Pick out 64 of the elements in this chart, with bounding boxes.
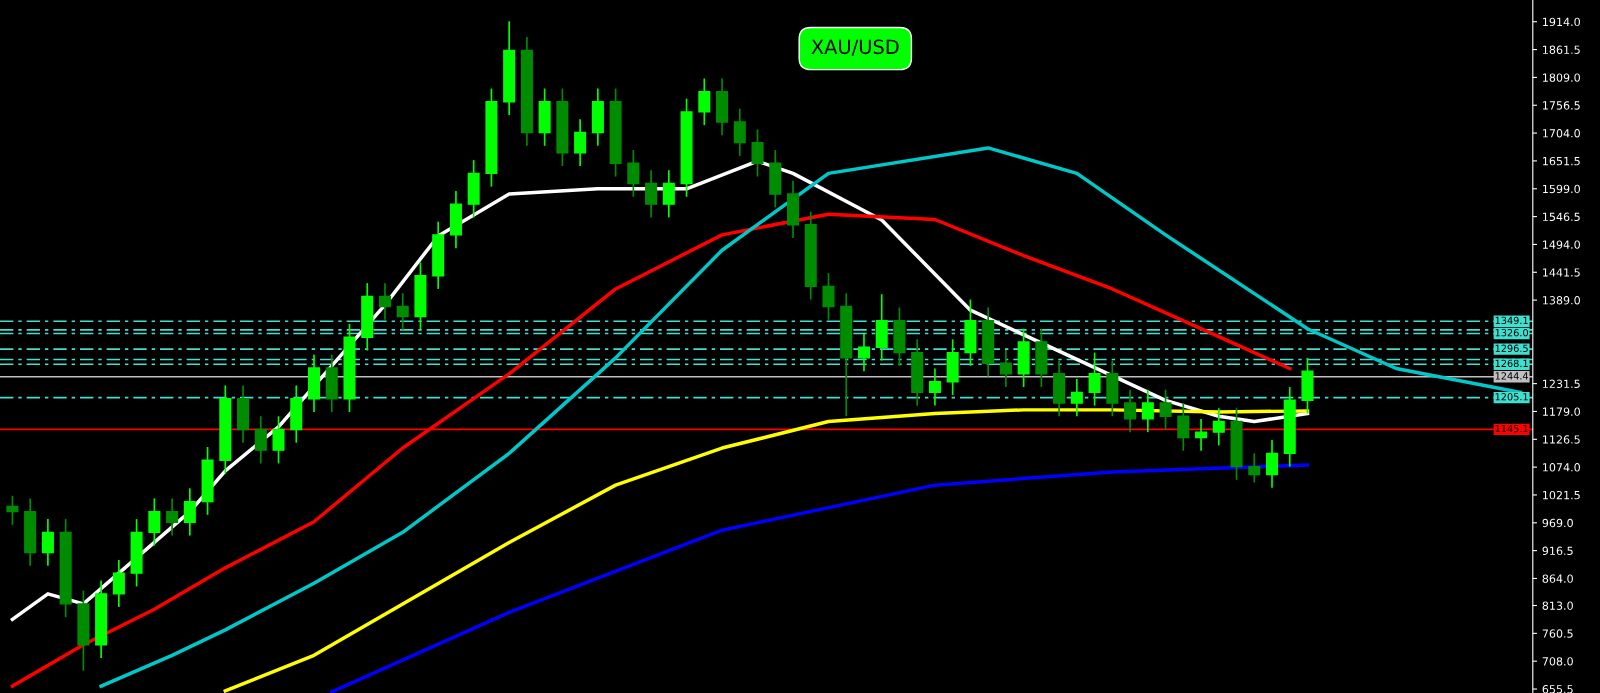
y-tick-label: 1389.0 (1543, 296, 1580, 305)
y-tick-label: 1074.0 (1543, 463, 1580, 472)
candlestick (166, 497, 179, 537)
text: XAU/USD (811, 39, 899, 56)
candlestick (733, 107, 746, 157)
y-tick-label: 1546.5 (1543, 212, 1580, 221)
y-tick-label: 1021.5 (1543, 490, 1580, 500)
candlestick (1159, 388, 1172, 431)
y-tick-label: 1809.0 (1543, 73, 1580, 82)
candlestick (928, 367, 941, 407)
line-series (330, 463, 1310, 693)
candlestick (822, 272, 835, 321)
ref-line-label: 1326.0 (1495, 328, 1528, 337)
y-tick-label: 1179.0 (1543, 407, 1580, 416)
candlestick (1212, 407, 1225, 447)
candlestick (378, 282, 391, 321)
candlestick (1177, 402, 1190, 452)
candlestick (148, 497, 161, 547)
y-tick-label: 916.5 (1542, 546, 1573, 556)
y-tick-label: 1651.5 (1543, 156, 1580, 166)
ref-line-label: 1205.1 (1495, 393, 1528, 401)
y-tick-label: 864.0 (1542, 574, 1573, 583)
y-tick-label: 969.0 (1542, 518, 1573, 528)
y-tick-label: 1231.5 (1543, 379, 1580, 388)
candlestick (698, 77, 711, 126)
y-tick-label: 1494.0 (1543, 240, 1580, 249)
candlestick (183, 487, 196, 537)
y-tick-label: 1704.0 (1543, 129, 1580, 138)
y-tick-label: 1599.0 (1543, 184, 1580, 194)
y-tick-label: 1861.5 (1543, 45, 1580, 54)
candlestick (999, 349, 1012, 388)
ref-line-label: 1349.1 (1495, 316, 1528, 325)
candlestick (254, 415, 267, 465)
candlestick (1088, 351, 1101, 407)
candlestick (1265, 439, 1279, 489)
y-tick-label: 1756.5 (1543, 101, 1580, 110)
candlestick (574, 118, 587, 167)
ref-line-label: 1145.1 (1495, 425, 1528, 433)
candlestick (627, 149, 640, 198)
candlestick (1070, 378, 1083, 418)
candlestick (751, 128, 764, 178)
candlestick (272, 415, 285, 465)
line-series (223, 408, 1310, 693)
y-tick-label: 760.5 (1542, 629, 1573, 638)
candlestick (1195, 418, 1208, 452)
candlestick (662, 169, 675, 219)
candlestick (6, 494, 19, 526)
ref-line-label: 1296.5 (1495, 344, 1528, 352)
candlestick (645, 169, 658, 219)
y-tick-label: 1126.5 (1543, 435, 1580, 444)
y-tick-label: 708.0 (1542, 657, 1573, 666)
candlestick (112, 559, 125, 608)
candlestick (396, 292, 409, 331)
candlestick (1124, 388, 1137, 433)
y-tick-label: 655.5 (1542, 685, 1573, 693)
candlestick (857, 333, 870, 372)
candlestick (41, 518, 54, 567)
candlestick (1248, 452, 1261, 484)
y-tick-label: 1441.5 (1543, 268, 1580, 277)
candlestick (1141, 388, 1154, 433)
ref-line-label: 1268.1 (1495, 359, 1528, 368)
ref-line-label: 1244.4 (1495, 372, 1529, 380)
y-tick-label: 813.0 (1542, 601, 1573, 610)
y-tick-label: 1914.0 (1543, 17, 1580, 27)
